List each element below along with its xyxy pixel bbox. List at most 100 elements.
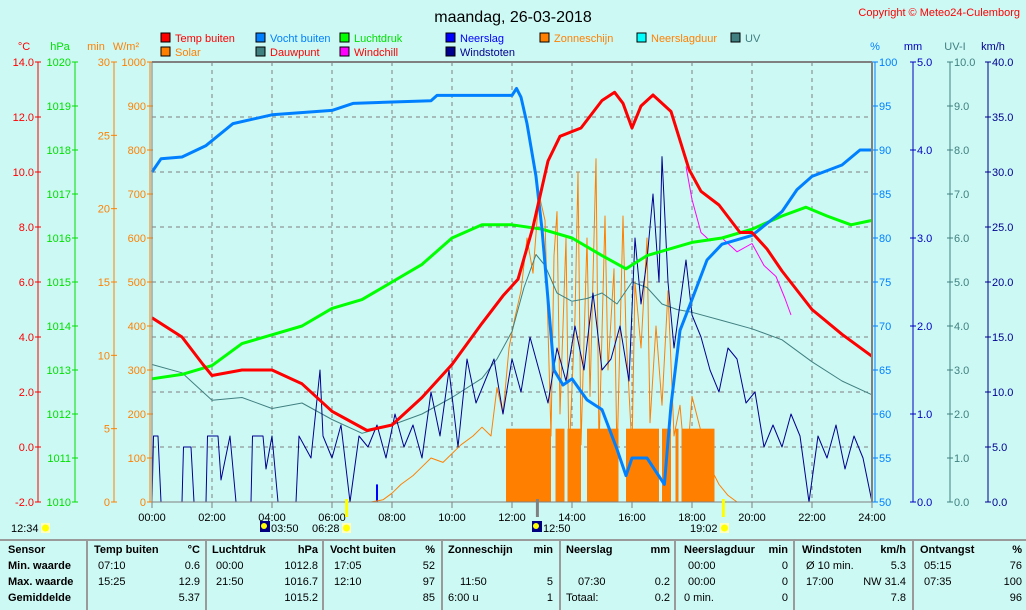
axis-tick-hPa: 1020	[47, 57, 71, 69]
x-tick-label: 20:00	[738, 512, 766, 524]
axis-tick-W: 600	[128, 233, 146, 245]
axis-tick-kmh: 20.0	[992, 277, 1013, 289]
axis-unit-C: °C	[18, 41, 30, 53]
divider	[322, 541, 324, 610]
axis-tick-C: 2.0	[19, 387, 34, 399]
table-cell: 100	[962, 576, 1022, 588]
axis-tick-W: 0	[140, 497, 146, 509]
astro-time: 06:28	[312, 523, 340, 535]
table-cell: 0	[728, 576, 788, 588]
legend-label: Vocht buiten	[270, 33, 331, 45]
axis-tick-mm: 1.0	[917, 409, 932, 421]
table-cell: mm	[630, 544, 670, 556]
bars	[376, 429, 715, 502]
legend-swatch	[161, 33, 170, 42]
axis-unit-W: W/m²	[113, 41, 140, 53]
table-cell: 1016.7	[258, 576, 318, 588]
axis-tick-hPa: 1017	[47, 189, 71, 201]
divider	[912, 541, 914, 610]
axis-tick-uv: 1.0	[954, 453, 969, 465]
table-cell: Neerslag	[566, 544, 612, 556]
legend-label: Windchill	[354, 47, 398, 59]
table-cell: 0.6	[140, 560, 200, 572]
axis-tick-W: 500	[128, 277, 146, 289]
axis-tick-hPa: 1018	[47, 145, 71, 157]
axis-unit-kmh: km/h	[981, 41, 1005, 53]
table-cell: %	[395, 544, 435, 556]
legend-label: Neerslag	[460, 33, 504, 45]
axis-tick-mm: 2.0	[917, 321, 932, 333]
axis-tick-hPa: 1014	[47, 321, 71, 333]
axis-tick-min: 30	[98, 57, 110, 69]
table-cell: 17:00	[806, 576, 834, 588]
divider	[793, 541, 795, 610]
legend-swatch	[340, 33, 349, 42]
axis-tick-min: 5	[104, 424, 110, 436]
axis-tick-hPa: 1019	[47, 101, 71, 113]
x-tick-label: 02:00	[198, 512, 226, 524]
axis-tick-W: 700	[128, 189, 146, 201]
legend-label: Solar	[175, 47, 201, 59]
table-cell: 11:50	[460, 576, 487, 588]
x-tick-label: 12:00	[498, 512, 526, 524]
axis-tick-pct: 80	[879, 233, 891, 245]
astro-time: 12:50	[543, 523, 571, 535]
axis-tick-uv: 5.0	[954, 277, 969, 289]
table-cell: 12:10	[334, 576, 362, 588]
axis-tick-C: 10.0	[13, 167, 34, 179]
axis-tick-mm: 5.0	[917, 57, 932, 69]
divider	[205, 541, 207, 610]
axis-tick-pct: 70	[879, 321, 891, 333]
axis-tick-W: 300	[128, 365, 146, 377]
table-cell: 1012.8	[258, 560, 318, 572]
axis-tick-kmh: 40.0	[992, 57, 1013, 69]
table-cell: 5.37	[140, 592, 200, 604]
axis-unit-uv: UV-I	[944, 41, 965, 53]
axis-tick-uv: 8.0	[954, 145, 969, 157]
x-tick-label: 00:00	[138, 512, 166, 524]
table-cell: 0.2	[610, 576, 670, 588]
axis-tick-C: 4.0	[19, 332, 34, 344]
axis-tick-min: 10	[98, 350, 110, 362]
legend-label: Temp buiten	[175, 33, 235, 45]
table-cell: 7.8	[846, 592, 906, 604]
table-cell: Neerslagduur	[684, 544, 755, 556]
axis-tick-hPa: 1013	[47, 365, 71, 377]
table-cell: 1	[493, 592, 553, 604]
table-cell: 00:00	[688, 560, 716, 572]
table-cell: Gemiddelde	[8, 592, 71, 604]
axis-tick-kmh: 0.0	[992, 497, 1007, 509]
zonneschijn-bar	[506, 429, 551, 502]
axis-tick-min: 20	[98, 204, 110, 216]
table-cell: Min. waarde	[8, 560, 71, 572]
divider	[441, 541, 443, 610]
axis-tick-kmh: 5.0	[992, 442, 1007, 454]
axis-tick-pct: 100	[879, 57, 897, 69]
axis-tick-kmh: 25.0	[992, 222, 1013, 234]
axis-tick-W: 200	[128, 409, 146, 421]
axis-tick-pct: 75	[879, 277, 891, 289]
axis-unit-min: min	[87, 41, 105, 53]
axis-tick-kmh: 15.0	[992, 332, 1013, 344]
table-cell: 0.2	[610, 592, 670, 604]
legend-swatch	[637, 33, 646, 42]
axis-tick-W: 1000	[122, 57, 146, 69]
legend-label: Zonneschijn	[554, 33, 613, 45]
axis-tick-min: 15	[98, 277, 110, 289]
axis-tick-hPa: 1010	[47, 497, 71, 509]
legend-label: UV	[745, 33, 761, 45]
table-cell: min	[513, 544, 553, 556]
astro-time: 12:34	[11, 523, 39, 535]
table-cell: hPa	[278, 544, 318, 556]
divider	[674, 541, 676, 610]
axis-tick-uv: 4.0	[954, 321, 969, 333]
axis-tick-pct: 55	[879, 453, 891, 465]
table-cell: Sensor	[8, 544, 45, 556]
axis-tick-C: 0.0	[19, 442, 34, 454]
axis-tick-mm: 3.0	[917, 233, 932, 245]
table-cell: 85	[375, 592, 435, 604]
axis-tick-hPa: 1012	[47, 409, 71, 421]
legend-label: Dauwpunt	[270, 47, 320, 59]
